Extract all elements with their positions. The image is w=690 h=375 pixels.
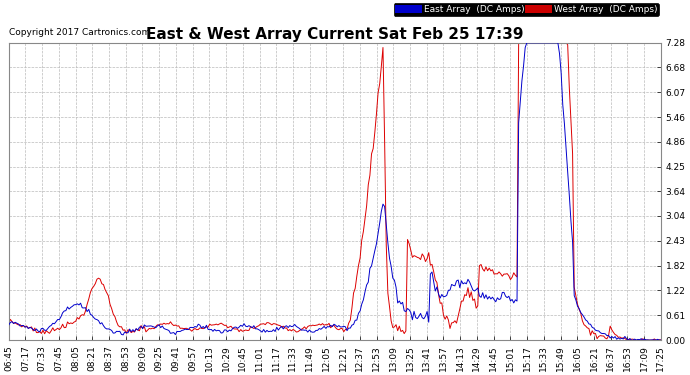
Legend: East Array  (DC Amps), West Array  (DC Amps): East Array (DC Amps), West Array (DC Amp… — [393, 3, 659, 16]
Text: Copyright 2017 Cartronics.com: Copyright 2017 Cartronics.com — [9, 28, 150, 37]
Title: East & West Array Current Sat Feb 25 17:39: East & West Array Current Sat Feb 25 17:… — [146, 27, 524, 42]
